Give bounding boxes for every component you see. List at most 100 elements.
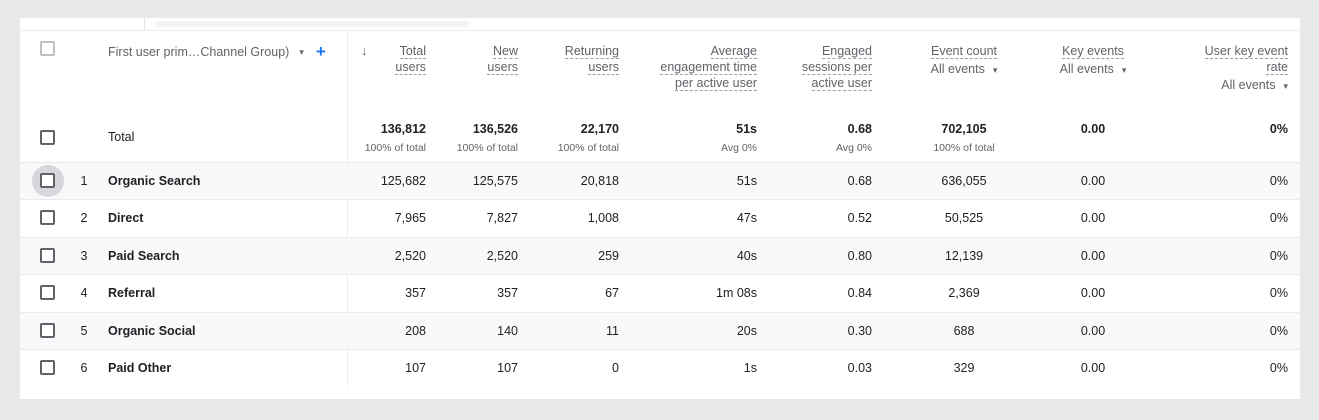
metric-header-label[interactable]: users xyxy=(519,59,619,75)
table-row[interactable]: 4 Referral 357 357 67 1m 08s 0.84 2,369 0.00 0% xyxy=(20,274,1300,311)
event-selector-label[interactable]: All events xyxy=(930,62,985,76)
metric-header-3[interactable]: Returning users xyxy=(519,43,619,75)
metric-header-8[interactable]: User key event rate All events ▾ xyxy=(1158,43,1288,94)
row-dimension-value[interactable]: Direct xyxy=(108,211,144,225)
metric-header-label[interactable]: users xyxy=(336,59,426,75)
metric-header-text[interactable]: Engaged xyxy=(821,44,872,59)
table-cell: 0 xyxy=(612,361,619,375)
table-cell: 0.00 xyxy=(1080,174,1106,188)
metric-header-label[interactable]: Returning xyxy=(519,43,619,59)
total-cell: 0.00 xyxy=(1038,122,1148,136)
table-cell: 329 xyxy=(953,361,975,375)
metric-header-text[interactable]: active user xyxy=(811,76,872,91)
metric-header-4[interactable]: Average engagement time per active user xyxy=(617,43,757,91)
metric-header-text[interactable]: sessions per xyxy=(801,60,872,75)
horizontal-scrollbar[interactable] xyxy=(20,18,1300,31)
row-index: 5 xyxy=(80,324,88,338)
row-checkbox[interactable] xyxy=(40,285,55,300)
row-dimension-value[interactable]: Paid Other xyxy=(108,361,172,375)
row-checkbox[interactable] xyxy=(40,173,55,188)
metric-header-7[interactable]: Key events All events ▾ xyxy=(1038,43,1148,78)
metric-header-label[interactable]: engagement time xyxy=(617,59,757,75)
metric-header-label[interactable]: New xyxy=(428,43,518,59)
table-row[interactable]: 3 Paid Search 2,520 2,520 259 40s 0.80 12,139 0.… xyxy=(20,237,1300,274)
table-cell: 107 xyxy=(405,361,426,375)
chevron-down-icon[interactable]: ▾ xyxy=(299,46,304,57)
table-cell: 0.03 xyxy=(847,361,872,375)
metric-header-label[interactable]: rate xyxy=(1158,59,1288,75)
metric-header-2[interactable]: New users xyxy=(428,43,518,75)
row-checkbox[interactable] xyxy=(40,248,55,263)
total-cell: 136,812 100% of total xyxy=(336,122,426,154)
metric-header-text[interactable]: New xyxy=(492,44,518,59)
event-selector-label[interactable]: All events xyxy=(1221,78,1276,92)
table-cell: 1,008 xyxy=(587,211,619,225)
table-cell: 40s xyxy=(736,249,757,263)
table-cell: 636,055 xyxy=(941,174,987,188)
sort-descending-icon[interactable]: ↓ xyxy=(361,43,368,58)
total-cell: 702,105 100% of total xyxy=(909,122,1019,154)
total-subtext: Avg 0% xyxy=(836,142,872,154)
scrollbar-thumb[interactable] xyxy=(155,21,470,27)
table-row[interactable]: 6 Paid Other 107 107 0 1s 0.03 329 0.00 0% xyxy=(20,349,1300,386)
metric-header-label[interactable]: active user xyxy=(752,75,872,91)
metric-header-5[interactable]: Engaged sessions per active user xyxy=(752,43,872,91)
metric-header-text[interactable]: Returning xyxy=(564,44,619,59)
metric-header-text[interactable]: per active user xyxy=(675,76,757,91)
row-checkbox[interactable] xyxy=(40,210,55,225)
metric-header-text[interactable]: engagement time xyxy=(660,60,757,75)
select-all-checkbox[interactable] xyxy=(40,41,55,56)
event-selector-dropdown[interactable]: All events ▾ xyxy=(1158,77,1288,94)
chevron-down-icon[interactable]: ▾ xyxy=(1121,65,1127,75)
event-selector-dropdown[interactable]: All events ▾ xyxy=(1038,61,1148,78)
row-checkbox[interactable] xyxy=(40,323,55,338)
chevron-down-icon[interactable]: ▾ xyxy=(992,65,998,75)
dimension-header-label[interactable]: First user prim…Channel Group) xyxy=(108,45,290,59)
table-row[interactable]: 5 Organic Social 208 140 11 20s 0.30 688 0.00 0% xyxy=(20,312,1300,349)
metric-header-text[interactable]: users xyxy=(487,60,518,75)
total-cell: 22,170 100% of total xyxy=(519,122,619,154)
metric-header-text[interactable]: Key events xyxy=(1062,44,1124,59)
metric-header-text[interactable]: users xyxy=(395,60,426,75)
metric-header-text[interactable]: users xyxy=(588,60,619,75)
table-row[interactable]: 1 Organic Search 125,682 125,575 20,818 51s 0.… xyxy=(20,162,1300,199)
table-row[interactable]: 2 Direct 7,965 7,827 1,008 47s 0.52 50,525 0.00 0… xyxy=(20,199,1300,236)
metric-header-text[interactable]: User key event xyxy=(1204,44,1288,59)
metric-header-label[interactable]: Key events xyxy=(1038,43,1148,59)
total-cell: 136,526 100% of total xyxy=(428,122,518,154)
dimension-header[interactable]: First user prim…Channel Group) ▾ + xyxy=(108,42,326,61)
add-dimension-icon[interactable]: + xyxy=(315,42,326,61)
table-cell: 1m 08s xyxy=(716,286,757,300)
metric-header-1[interactable]: Total users xyxy=(336,43,426,75)
total-value: 136,812 xyxy=(380,122,426,136)
metric-header-text[interactable]: Total xyxy=(399,44,426,59)
metric-header-label[interactable]: User key event xyxy=(1158,43,1288,59)
report-table-card: First user prim…Channel Group) ▾ + ↓ Tot… xyxy=(20,18,1300,399)
metric-header-text[interactable]: rate xyxy=(1266,60,1288,75)
dimension-column-divider xyxy=(347,31,348,386)
row-dimension-value[interactable]: Paid Search xyxy=(108,249,180,263)
metric-header-text[interactable]: Average xyxy=(710,44,757,59)
metric-header-6[interactable]: Event count All events ▾ xyxy=(909,43,1019,78)
row-dimension-value[interactable]: Organic Social xyxy=(108,324,196,338)
total-subtext: Avg 0% xyxy=(721,142,757,154)
total-row-checkbox[interactable] xyxy=(40,130,55,145)
metric-header-label[interactable]: Event count xyxy=(909,43,1019,59)
row-dimension-value[interactable]: Referral xyxy=(108,286,156,300)
total-value: 0% xyxy=(1269,122,1288,136)
metric-header-text[interactable]: Event count xyxy=(930,44,997,59)
table-cell: 208 xyxy=(405,324,426,338)
metric-header-label[interactable]: Total xyxy=(336,43,426,59)
metric-header-label[interactable]: users xyxy=(428,59,518,75)
event-selector-label[interactable]: All events xyxy=(1059,62,1114,76)
row-dimension-value[interactable]: Organic Search xyxy=(108,174,201,188)
metric-header-label[interactable]: per active user xyxy=(617,75,757,91)
event-selector-dropdown[interactable]: All events ▾ xyxy=(909,61,1019,78)
chevron-down-icon[interactable]: ▾ xyxy=(1283,81,1288,91)
metric-header-label[interactable]: sessions per xyxy=(752,59,872,75)
metric-header-label[interactable]: Average xyxy=(617,43,757,59)
row-checkbox[interactable] xyxy=(40,360,55,375)
table-cell: 0.00 xyxy=(1080,211,1106,225)
metric-header-label[interactable]: Engaged xyxy=(752,43,872,59)
table-cell: 2,520 xyxy=(394,249,426,263)
